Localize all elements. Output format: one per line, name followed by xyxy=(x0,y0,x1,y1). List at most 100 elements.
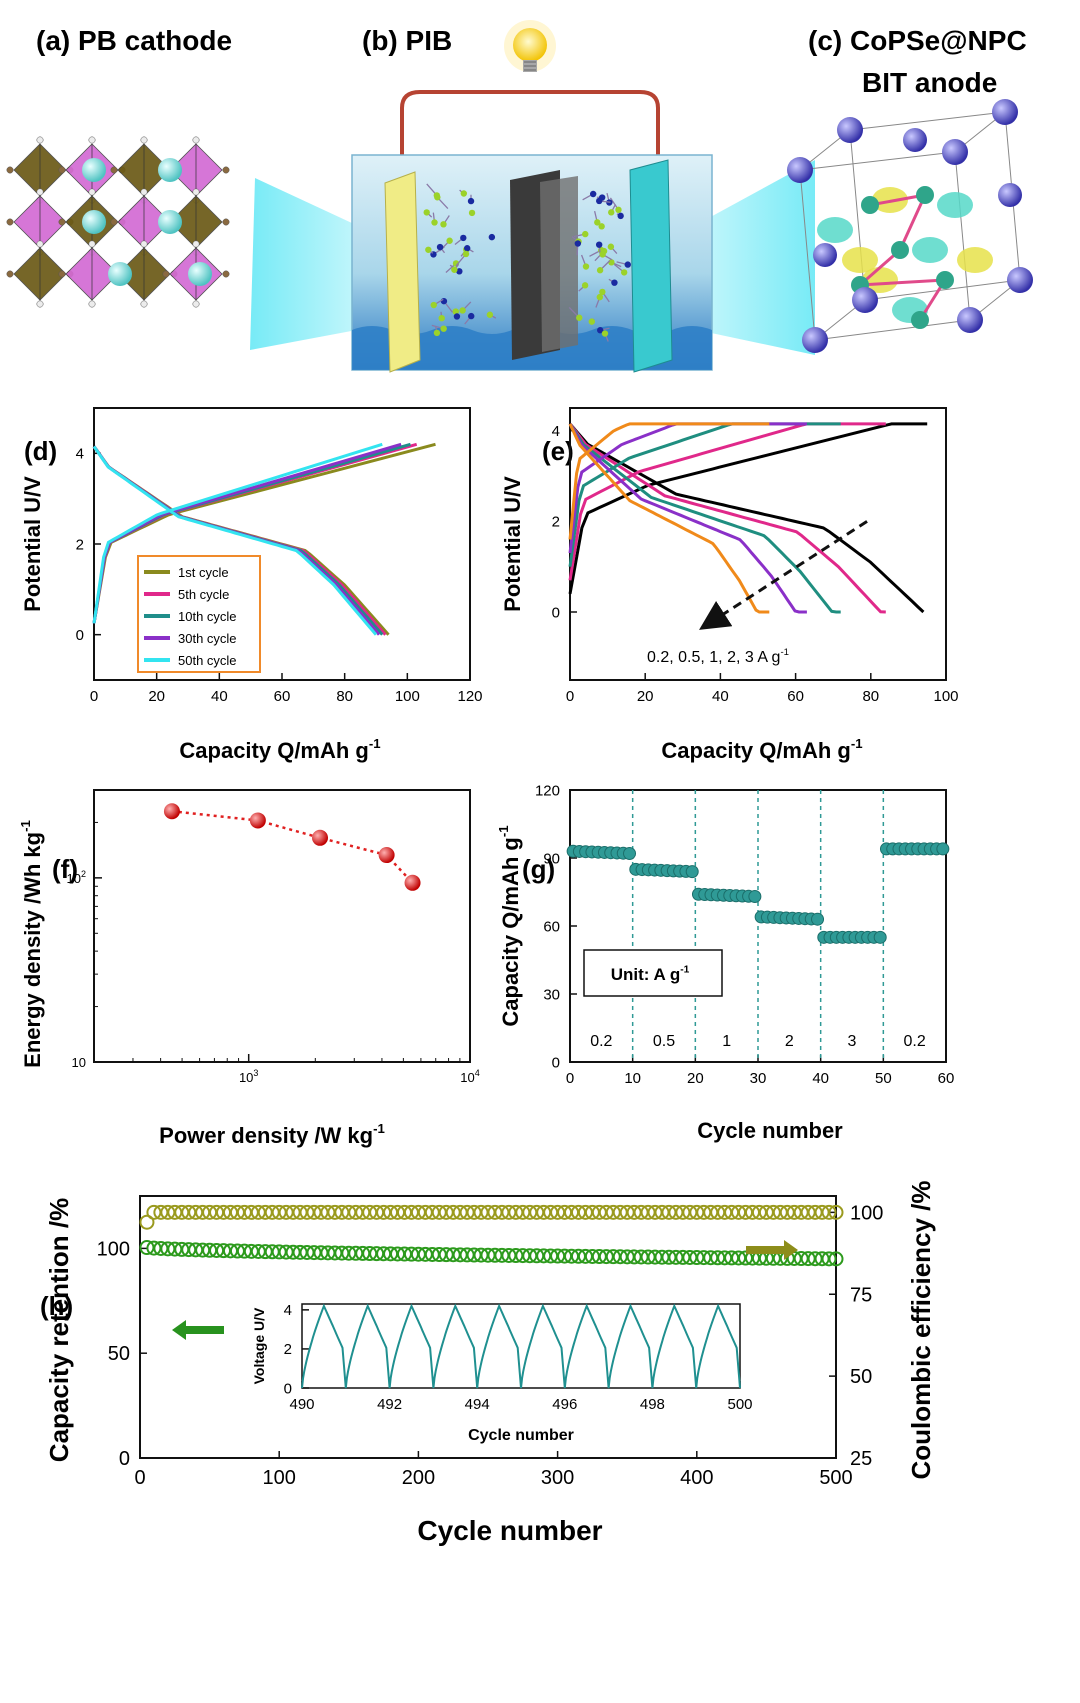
pb-lattice xyxy=(6,136,230,308)
g-ylabel: Capacity Q/mAh g-1 xyxy=(496,825,523,1026)
panel-d: (d) 0 20 40 60 80 100 120 0 2 4 Capacity Q/mAh g-1… xyxy=(20,407,483,763)
f-xlabel: Power density /W kg-1 xyxy=(159,1121,385,1148)
molecule-atom xyxy=(459,307,466,314)
molecule-atom xyxy=(436,243,444,251)
molecule-atom xyxy=(460,190,468,197)
g-data-point xyxy=(811,912,825,926)
f-data-point xyxy=(249,812,266,829)
d-legend-box xyxy=(137,555,261,673)
e-x-tick-label: 0 xyxy=(566,688,574,705)
molecule-atom xyxy=(588,318,595,325)
pb-ligand-atom xyxy=(222,270,230,278)
crystal-inner-atom xyxy=(861,196,879,214)
crystal-cell-edge xyxy=(954,151,971,321)
d-x-tick-label: 60 xyxy=(274,688,291,705)
f-trend-line xyxy=(171,809,414,884)
crystal-atom xyxy=(813,243,837,267)
inset-xlabel: Cycle number xyxy=(468,1427,574,1444)
molecule-atom xyxy=(433,329,441,337)
d-x-tick-label: 80 xyxy=(336,688,353,705)
molecule-atom xyxy=(596,267,604,274)
molecule-atom xyxy=(433,192,441,199)
crystal-bond xyxy=(898,194,927,251)
molecule-atom xyxy=(452,308,459,315)
crystal-atom xyxy=(992,99,1018,125)
g-data-point xyxy=(685,865,699,879)
schematic-row: (a) PB cathode (b) PIB (c) CoPSe@NPC BIT… xyxy=(6,20,1033,373)
h-ce-point xyxy=(139,1214,155,1230)
copse-crystal xyxy=(787,99,1033,353)
crystal-atom xyxy=(852,287,878,313)
crystal-orbital-lobe xyxy=(937,192,973,218)
pb-ligand-atom xyxy=(192,300,200,308)
separator-plate-2 xyxy=(540,176,578,352)
h-ce-point xyxy=(821,1204,837,1220)
crystal-inner-atom xyxy=(916,186,934,204)
pb-ligand-atom xyxy=(110,166,118,174)
molecule-atom xyxy=(438,314,445,322)
h-x-tick-label: 500 xyxy=(819,1467,852,1489)
d-legend-label: 50th cycle xyxy=(178,653,237,668)
panel-a-label: (a) PB cathode xyxy=(36,25,232,56)
e-x-tick-label: 40 xyxy=(712,688,729,705)
d-y-tick-label: 0 xyxy=(76,627,84,644)
molecule-atom xyxy=(440,325,447,332)
h-x-tick-label: 400 xyxy=(680,1467,713,1489)
g-y-tick-label: 60 xyxy=(543,918,560,935)
crystal-bond xyxy=(859,278,946,287)
g-y-tick-label: 120 xyxy=(535,782,560,799)
molecule-atom xyxy=(576,314,583,321)
left-arrow-icon xyxy=(172,1320,224,1340)
inset-y-tick-label: 2 xyxy=(284,1341,292,1358)
g-rate-label: 0.2 xyxy=(590,1033,612,1050)
molecule-atom xyxy=(468,312,475,320)
molecule-atom xyxy=(456,268,463,275)
h-x-tick-label: 0 xyxy=(134,1467,145,1489)
panel-h: (h) 0 100 200 300 400 500 0 50 100 25 50 75 100 Cycle… xyxy=(40,1180,936,1546)
d-x-tick-label: 20 xyxy=(148,688,165,705)
crystal-cell-edge xyxy=(799,169,816,341)
g-y-tick-label: 90 xyxy=(543,850,560,867)
panel-g: (g) 0 10 20 30 40 50 60 0 30 60 90 120 Cycle number C… xyxy=(496,782,954,1143)
inset-x-tick-label: 498 xyxy=(640,1396,665,1413)
g-unit-box xyxy=(583,949,723,997)
molecule-atom xyxy=(430,301,437,309)
g-x-tick-label: 50 xyxy=(875,1070,892,1087)
cathode-plate xyxy=(384,171,421,373)
panel-h-label: (h) xyxy=(40,1291,73,1321)
pb-ligand-atom xyxy=(222,218,230,226)
d-x-tick-label: 40 xyxy=(211,688,228,705)
pb-ligand-atom xyxy=(140,188,148,196)
plot-frame xyxy=(139,1195,837,1459)
molecule-atom xyxy=(460,234,467,242)
molecule-atom xyxy=(581,282,589,289)
crystal-atom xyxy=(998,183,1022,207)
pb-ligand-atom xyxy=(88,136,96,144)
molecule-atom xyxy=(486,311,494,318)
molecule-atom xyxy=(599,251,606,258)
molecule-atom xyxy=(607,243,615,250)
k-ion xyxy=(82,158,106,182)
pb-ligand-atom xyxy=(58,218,66,226)
f-data-point xyxy=(163,803,180,820)
anode-plate xyxy=(629,159,673,373)
pb-ligand-atom xyxy=(140,300,148,308)
crystal-orbital-lobe xyxy=(817,217,853,243)
e-xlabel: Capacity Q/mAh g-1 xyxy=(661,736,862,763)
h-x-tick-label: 300 xyxy=(541,1467,574,1489)
h-y-right-tick-label: 75 xyxy=(850,1284,872,1306)
crystal-inner-atom xyxy=(891,241,909,259)
e-discharge-curve xyxy=(568,423,807,614)
molecule-atom xyxy=(446,237,453,244)
d-y-tick-label: 2 xyxy=(76,536,84,553)
molecule-atom xyxy=(589,190,597,198)
crystal-orbital-lobe xyxy=(842,247,878,273)
plot-frame xyxy=(93,789,471,1063)
crystal-orbital-lobe xyxy=(957,247,993,273)
h-xlabel: Cycle number xyxy=(417,1515,602,1546)
molecule-atom xyxy=(624,261,631,268)
molecule-atom xyxy=(598,223,605,230)
d-x-tick-label: 0 xyxy=(90,688,98,705)
panel-e: (e) 0 20 40 60 80 100 0 2 4 Capacity Q/mAh g-1 Pot… xyxy=(500,407,959,763)
crystal-cell-edge xyxy=(864,279,1021,301)
